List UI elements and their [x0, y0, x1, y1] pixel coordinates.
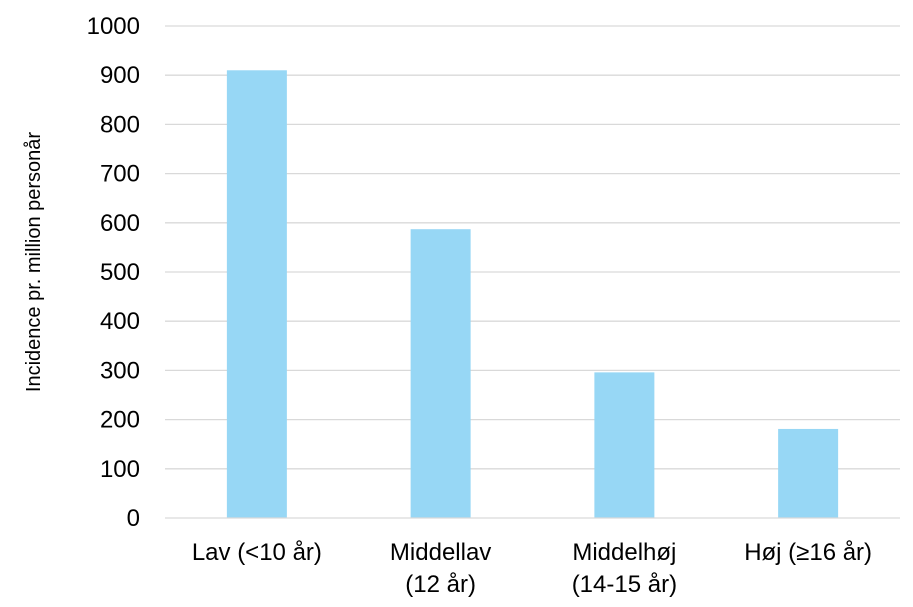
y-axis-label: Incidence pr. million personår	[23, 132, 45, 392]
y-tick-labels: 0 100 200 300 400 500 600 700 800 900 1000	[87, 13, 140, 532]
x-tick-label: Middellav (12 år)	[390, 539, 491, 598]
x-tick-label: Lav (<10 år)	[192, 539, 322, 566]
bar	[226, 70, 287, 518]
y-tick-label: 1000	[87, 13, 140, 40]
x-tick-labels: Lav (<10 år) Middellav (12 år) Middelhøj (14…	[192, 539, 872, 598]
bars	[226, 70, 839, 519]
y-tick-label: 700	[100, 161, 140, 188]
y-tick-label: 0	[127, 505, 140, 532]
y-tick-label: 800	[100, 111, 140, 138]
y-tick-label: 200	[100, 407, 140, 434]
x-tick-label: Høj (≥16 år)	[744, 539, 872, 566]
y-tick-label: 500	[100, 259, 140, 286]
x-tick-label: Middelhøj (14-15 år)	[572, 539, 677, 598]
y-tick-label: 900	[100, 62, 140, 89]
bar	[594, 372, 655, 518]
y-tick-label: 400	[100, 308, 140, 335]
bar	[778, 428, 839, 518]
bar	[410, 229, 471, 519]
y-tick-label: 100	[100, 456, 140, 483]
y-tick-label: 600	[100, 210, 140, 237]
y-tick-label: 300	[100, 357, 140, 384]
gridlines	[165, 25, 900, 470]
